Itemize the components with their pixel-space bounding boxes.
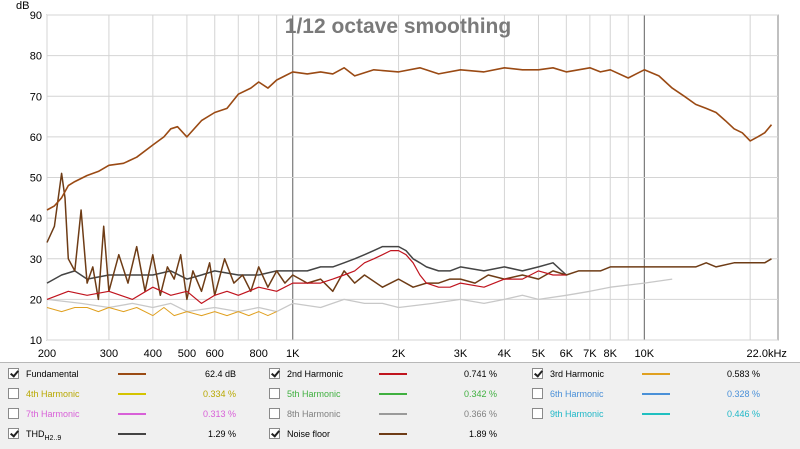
legend-panel: Fundamental 62.4 dB 2nd Harmonic 0.741 % 3rd… <box>0 362 800 449</box>
y-axis-unit: dB <box>16 0 29 12</box>
legend-label: 2nd Harmonic <box>287 369 344 379</box>
x-tick-label: 6K <box>560 348 574 360</box>
legend-checkbox-8th-harmonic[interactable] <box>269 408 280 419</box>
y-tick-label: 20 <box>30 294 42 306</box>
legend-swatch <box>379 373 407 375</box>
x-tick-label: 300 <box>100 348 118 360</box>
legend-swatch <box>379 393 407 395</box>
legend-item-6th-harmonic: 6th Harmonic 0.328 % <box>532 385 782 403</box>
legend-checkbox-noise-floor[interactable] <box>269 428 280 439</box>
legend-checkbox-7th-harmonic[interactable] <box>8 408 19 419</box>
x-tick-label: 500 <box>178 348 196 360</box>
chart-title: 1/12 octave smoothing <box>285 15 511 38</box>
legend-value: 0.446 % <box>726 409 760 419</box>
legend-item-3rd-harmonic: 3rd Harmonic 0.583 % <box>532 365 782 383</box>
legend-item-5th-harmonic: 5th Harmonic 0.342 % <box>269 385 519 403</box>
legend-item-noise-floor: Noise floor 1.89 % <box>269 425 519 443</box>
y-tick-label: 80 <box>30 51 42 63</box>
legend-checkbox-4th-harmonic[interactable] <box>8 388 19 399</box>
legend-value: 1.29 % <box>207 429 236 439</box>
legend-checkbox-2nd-harmonic[interactable] <box>269 368 280 379</box>
x-tick-label: 1K <box>286 348 300 360</box>
x-tick-label: 7K <box>583 348 597 360</box>
series-line-3rd-harmonic <box>46 307 277 317</box>
legend-swatch <box>118 373 146 375</box>
legend-swatch <box>379 433 407 435</box>
legend-swatch <box>642 373 670 375</box>
x-tick-label: 400 <box>144 348 162 360</box>
x-tick-label: 3K <box>454 348 468 360</box>
legend-value: 0.366 % <box>463 409 497 419</box>
y-tick-label: 10 <box>30 335 42 347</box>
legend-checkbox-thd[interactable] <box>8 428 19 439</box>
x-tick-label: 600 <box>206 348 224 360</box>
legend-label: 9th Harmonic <box>550 409 604 419</box>
legend-label: 3rd Harmonic <box>550 369 605 379</box>
series-line-fundamental <box>46 67 773 211</box>
legend-swatch <box>118 433 146 435</box>
y-tick-label: 60 <box>30 132 42 144</box>
legend-value: 0.313 % <box>202 409 236 419</box>
legend-value: 0.334 % <box>202 389 236 399</box>
y-tick-label: 90 <box>30 10 42 22</box>
series-line-2nd-harmonic <box>46 250 567 304</box>
legend-label: 5th Harmonic <box>287 389 341 399</box>
x-tick-label: 4K <box>498 348 512 360</box>
y-tick-label: 70 <box>30 91 42 103</box>
chart-area: 10 20 30 40 50 60 70 80 90 200 300 400 500 600 800 1K 2K… <box>16 0 787 360</box>
legend-value: 0.328 % <box>726 389 760 399</box>
legend-label: Fundamental <box>26 369 79 379</box>
x-tick-label: 5K <box>532 348 546 360</box>
legend-label: 7th Harmonic <box>26 409 80 419</box>
legend-value: 1.89 % <box>468 429 497 439</box>
legend-item-thd: THDH2..9 1.29 % <box>8 425 258 443</box>
legend-swatch <box>118 413 146 415</box>
x-tick-label: 8K <box>604 348 618 360</box>
legend-checkbox-fundamental[interactable] <box>8 368 19 379</box>
legend-label: 6th Harmonic <box>550 389 604 399</box>
y-tick-label: 40 <box>30 213 42 225</box>
series-line-8th-harmonic <box>46 278 673 313</box>
legend-checkbox-6th-harmonic[interactable] <box>532 388 543 399</box>
legend-label: THDH2..9 <box>26 429 62 442</box>
x-tick-label: 800 <box>249 348 267 360</box>
legend-value: 0.342 % <box>463 389 497 399</box>
y-tick-label: 30 <box>30 254 42 266</box>
legend-swatch <box>118 393 146 395</box>
legend-checkbox-3rd-harmonic[interactable] <box>532 368 543 379</box>
legend-item-8th-harmonic: 8th Harmonic 0.366 % <box>269 405 519 423</box>
legend-swatch <box>642 393 670 395</box>
legend-swatch <box>379 413 407 415</box>
x-tick-label: 10K <box>635 348 655 360</box>
legend-label: 4th Harmonic <box>26 389 80 399</box>
legend-value: 62.4 dB <box>204 369 236 379</box>
legend-checkbox-9th-harmonic[interactable] <box>532 408 543 419</box>
legend-label-subscript: H2..9 <box>44 434 62 442</box>
x-tick-label: 22.0kHz <box>747 348 787 360</box>
x-tick-label: 2K <box>392 348 406 360</box>
legend-item-4th-harmonic: 4th Harmonic 0.334 % <box>8 385 258 403</box>
legend-item-fundamental: Fundamental 62.4 dB <box>8 365 258 383</box>
legend-label: Noise floor <box>287 429 331 439</box>
legend-item-2nd-harmonic: 2nd Harmonic 0.741 % <box>269 365 519 383</box>
y-tick-label: 50 <box>30 173 42 185</box>
legend-value: 0.583 % <box>726 369 760 379</box>
legend-value: 0.741 % <box>463 369 497 379</box>
legend-swatch <box>642 413 670 415</box>
legend-label: 8th Harmonic <box>287 409 341 419</box>
legend-item-7th-harmonic: 7th Harmonic 0.313 % <box>8 405 258 423</box>
legend-checkbox-5th-harmonic[interactable] <box>269 388 280 399</box>
frequency-response-chart: 10 20 30 40 50 60 70 80 90 200 300 400 500 600 800 1K 2K… <box>16 0 787 360</box>
x-tick-label: 200 <box>38 348 56 360</box>
legend-item-9th-harmonic: 9th Harmonic 0.446 % <box>532 405 782 423</box>
